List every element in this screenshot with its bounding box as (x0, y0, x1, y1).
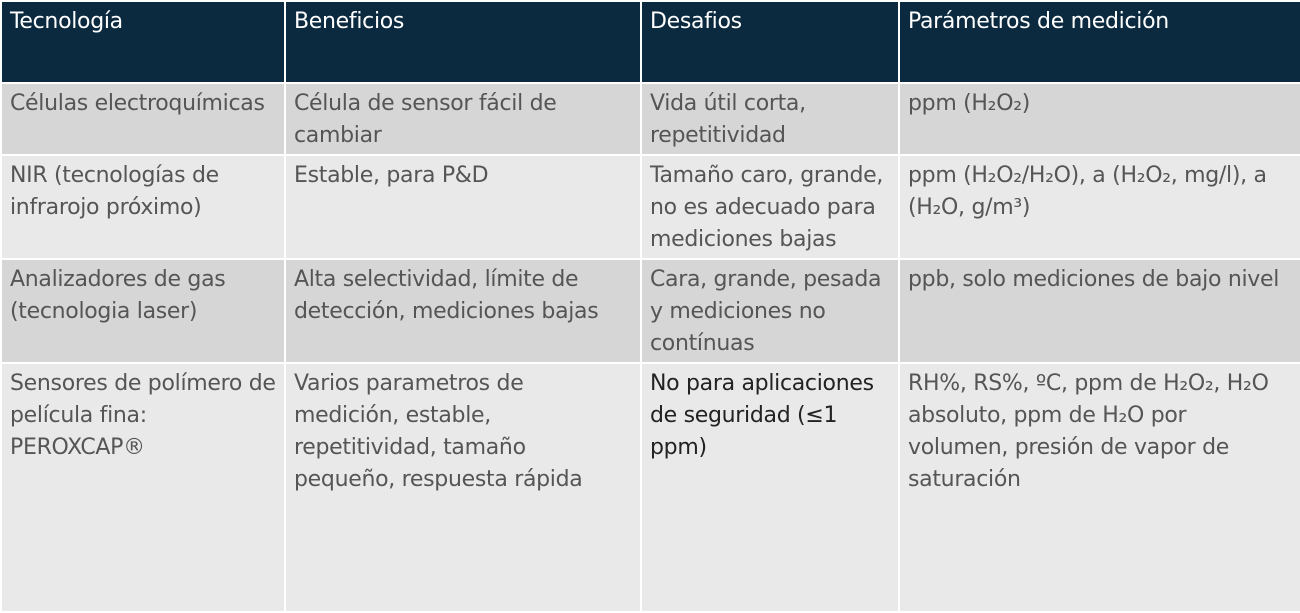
cell: Vida útil corta, repetitividad (640, 82, 900, 156)
header-parametros: Parámetros de medición (898, 0, 1300, 84)
cell: Analizadores de gas (tecnologia laser) (0, 258, 286, 364)
cell: Células electroquímicas (0, 82, 286, 156)
table-row: Analizadores de gas (tecnologia laser) A… (0, 258, 1300, 364)
cell: Tamaño caro, grande, no es adecuado para… (640, 154, 900, 260)
table-row: Sensores de polímero de película fina: P… (0, 362, 1300, 613)
cell: ppm (H₂O₂) (898, 82, 1300, 156)
cell: Varios parametros de medición, estable, … (284, 362, 642, 613)
table-row: NIR (tecnologías de infrarojo próximo) E… (0, 154, 1300, 260)
header-row: Tecnología Beneficios Desafios Parámetro… (0, 0, 1300, 84)
cell: Alta selectividad, límite de detección, … (284, 258, 642, 364)
cell: NIR (tecnologías de infrarojo próximo) (0, 154, 286, 260)
cell: Sensores de polímero de película fina: P… (0, 362, 286, 613)
cell: Célula de sensor fácil de cambiar (284, 82, 642, 156)
header-tecnologia: Tecnología (0, 0, 286, 84)
cell: Cara, grande, pesada y mediciones no con… (640, 258, 900, 364)
table-row: Células electroquímicas Célula de sensor… (0, 82, 1300, 156)
cell: Estable, para P&D (284, 154, 642, 260)
header-beneficios: Beneficios (284, 0, 642, 84)
cell: ppm (H₂O₂/H₂O), a (H₂O₂, mg/l), a (H₂O, … (898, 154, 1300, 260)
cell: RH%, RS%, ºC, ppm de H₂O₂, H₂O absoluto,… (898, 362, 1300, 613)
cell: No para aplicaciones de seguridad (≤1 pp… (640, 362, 900, 613)
header-desafios: Desafios (640, 0, 900, 84)
cell: ppb, solo mediciones de bajo nivel (898, 258, 1300, 364)
